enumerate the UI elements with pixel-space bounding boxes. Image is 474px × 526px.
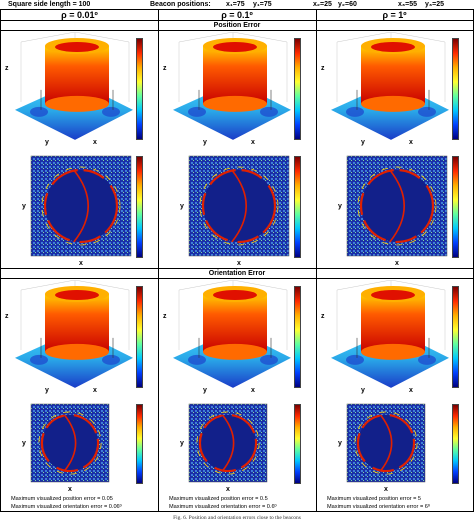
surface-3d-image: x y z bbox=[321, 31, 449, 146]
column-header-rho-001: ρ = 0.01º bbox=[1, 10, 158, 21]
y-axis-label: y bbox=[45, 139, 49, 146]
heatmap-image: xy bbox=[338, 403, 426, 493]
x-axis-label: x bbox=[395, 260, 399, 267]
y-axis-label: y bbox=[180, 203, 184, 210]
colorbar bbox=[452, 156, 459, 258]
max-orientation-error-note: Maximum visualized orientation error = 0… bbox=[11, 504, 122, 510]
y-axis-label: y bbox=[45, 387, 49, 394]
max-position-error-note: Maximum visualized position error = 5 bbox=[327, 496, 422, 502]
colorbar bbox=[452, 404, 459, 484]
x-axis-label: x bbox=[251, 387, 255, 394]
colorbar bbox=[294, 404, 301, 484]
z-axis-label: z bbox=[163, 313, 167, 320]
colorbar bbox=[452, 286, 459, 388]
surface-plot-r1-c1: x y z bbox=[1, 31, 157, 150]
parameters-line: Square side length = 100 Beacon position… bbox=[0, 0, 474, 9]
beacon-x1: x₁=75 bbox=[226, 1, 245, 8]
heatmap-image: xy bbox=[180, 155, 290, 267]
z-axis-label: z bbox=[321, 313, 325, 320]
y-axis-label: y bbox=[203, 387, 207, 394]
beacon-positions-label: Beacon positions: bbox=[150, 1, 211, 8]
y-axis-label: y bbox=[22, 440, 26, 447]
square-side-label: Square side length = 100 bbox=[8, 1, 91, 8]
x-axis-label: x bbox=[79, 260, 83, 267]
surface-3d-image: x y z bbox=[5, 31, 133, 146]
z-axis-label: z bbox=[321, 65, 325, 72]
z-axis-label: z bbox=[163, 65, 167, 72]
surface-3d-image: x y z bbox=[163, 279, 291, 394]
column-header-rho-01: ρ = 0.1º bbox=[158, 10, 316, 21]
beacon-x3: x₃=55 bbox=[398, 1, 418, 8]
beacon-y2: y₂=60 bbox=[338, 1, 357, 8]
x-axis-label: x bbox=[237, 260, 241, 267]
colorbar bbox=[136, 156, 143, 258]
x-axis-label: x bbox=[226, 486, 230, 493]
section-orientation-error: Orientation Error bbox=[1, 269, 473, 279]
section-position-error: Position Error bbox=[1, 21, 473, 31]
beacon-x2: x₂=25 bbox=[313, 1, 332, 8]
max-orientation-error-note: Maximum visualized orientation error = 6… bbox=[327, 504, 430, 510]
surface-3d-image: x y z bbox=[5, 279, 133, 394]
y-axis-label: y bbox=[361, 139, 365, 146]
y-axis-label: y bbox=[361, 387, 365, 394]
figure-grid: ρ = 0.01º ρ = 0.1º ρ = 1º Position Error… bbox=[0, 9, 474, 512]
x-axis-label: x bbox=[409, 139, 413, 146]
y-axis-label: y bbox=[203, 139, 207, 146]
y-axis-label: y bbox=[338, 203, 342, 210]
x-axis-label: x bbox=[93, 387, 97, 394]
heatmap-image: xy bbox=[180, 403, 268, 493]
colorbar bbox=[136, 286, 143, 388]
surface-plot-r3-c2: x y z bbox=[159, 279, 315, 398]
colorbar bbox=[136, 404, 143, 484]
x-axis-label: x bbox=[251, 139, 255, 146]
y-axis-label: y bbox=[22, 203, 26, 210]
x-axis-label: x bbox=[93, 139, 97, 146]
max-position-error-note: Maximum visualized position error = 0.5 bbox=[169, 496, 268, 502]
colorbar bbox=[294, 38, 301, 140]
beacon-y3: y₃=25 bbox=[425, 1, 445, 8]
z-axis-label: z bbox=[5, 65, 9, 72]
surface-3d-image: x y z bbox=[321, 279, 449, 394]
colorbar bbox=[136, 38, 143, 140]
y-axis-label: y bbox=[338, 440, 342, 447]
heatmap-image: xy bbox=[338, 155, 448, 267]
colorbar bbox=[294, 286, 301, 388]
surface-plot-r1-c3: x y z bbox=[317, 31, 473, 150]
surface-plot-r3-c1: x y z bbox=[1, 279, 157, 398]
max-orientation-error-note: Maximum visualized orientation error = 0… bbox=[169, 504, 277, 510]
colorbar bbox=[452, 38, 459, 140]
colorbar bbox=[294, 156, 301, 258]
surface-3d-image: x y z bbox=[163, 31, 291, 146]
heatmap-image: xy bbox=[22, 403, 110, 493]
surface-plot-r1-c2: x y z bbox=[159, 31, 315, 150]
figure-caption: Fig. 6. Position and orientation errors … bbox=[173, 515, 301, 521]
x-axis-label: x bbox=[68, 486, 72, 493]
heatmap-image: xy bbox=[22, 155, 132, 267]
max-position-error-note: Maximum visualized position error = 0.05 bbox=[11, 496, 113, 502]
x-axis-label: x bbox=[409, 387, 413, 394]
column-header-rho-1: ρ = 1º bbox=[316, 10, 473, 21]
surface-plot-r3-c3: x y z bbox=[317, 279, 473, 398]
beacon-y1: y₁=75 bbox=[253, 1, 272, 8]
z-axis-label: z bbox=[5, 313, 9, 320]
y-axis-label: y bbox=[180, 440, 184, 447]
x-axis-label: x bbox=[384, 486, 388, 493]
